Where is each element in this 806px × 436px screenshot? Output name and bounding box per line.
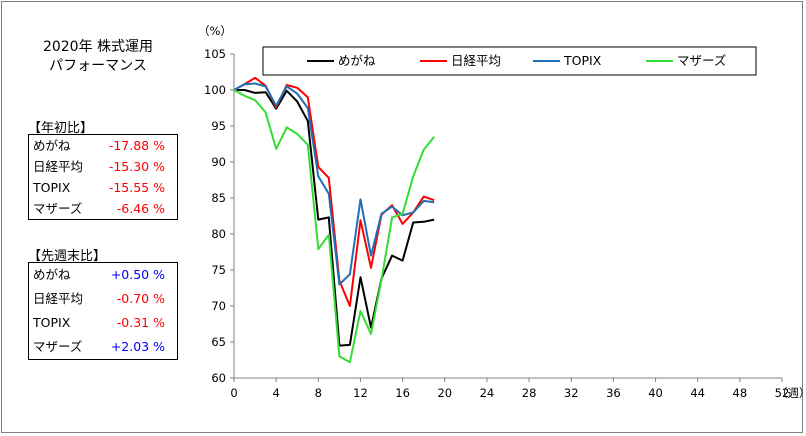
legend-label-2: TOPIX bbox=[563, 53, 602, 68]
series-line-0 bbox=[234, 89, 435, 347]
title-line-1: 2020年 株式運用 bbox=[42, 39, 154, 55]
y-tick-label: 70 bbox=[211, 299, 226, 313]
y-tick-label: 100 bbox=[204, 83, 226, 97]
x-tick-label: 20 bbox=[437, 386, 452, 400]
x-tick-label: 44 bbox=[690, 386, 705, 400]
ytd-row-mothers: マザーズ -6.46 % bbox=[29, 198, 177, 219]
ytd-name-megane: めがね bbox=[33, 138, 71, 153]
x-tick-label: 48 bbox=[733, 386, 748, 400]
y-tick-label: 65 bbox=[211, 335, 226, 349]
weekly-row-topix: TOPIX -0.31 % bbox=[29, 311, 177, 335]
weekly-value-megane: +0.50 % bbox=[110, 267, 165, 282]
y-tick-label: 105 bbox=[204, 47, 226, 61]
weekly-value-nikkei: -0.70 % bbox=[116, 291, 165, 306]
title-line-2: パフォーマンス bbox=[49, 58, 147, 74]
weekly-name-topix: TOPIX bbox=[33, 315, 71, 330]
weekly-row-megane: めがね +0.50 % bbox=[29, 263, 177, 287]
ytd-value-nikkei: -15.30 % bbox=[108, 159, 165, 174]
x-tick-label: 16 bbox=[395, 386, 410, 400]
ytd-table: めがね -17.88 % 日経平均 -15.30 % TOPIX -15.55 … bbox=[28, 134, 178, 220]
y-tick-label: 75 bbox=[211, 263, 226, 277]
legend-label-0: めがね bbox=[338, 53, 376, 68]
x-tick-label: 40 bbox=[648, 386, 663, 400]
x-tick-label: 8 bbox=[315, 386, 322, 400]
x-tick-label: 52 bbox=[775, 386, 790, 400]
x-tick-label: 0 bbox=[230, 386, 237, 400]
x-tick-label: 12 bbox=[353, 386, 368, 400]
ytd-label: 【年初比】 bbox=[28, 121, 94, 136]
weekly-name-mothers: マザーズ bbox=[33, 339, 83, 354]
ytd-row-megane: めがね -17.88 % bbox=[29, 135, 177, 156]
ytd-row-topix: TOPIX -15.55 % bbox=[29, 177, 177, 198]
series-line-3 bbox=[233, 89, 435, 364]
x-axis-label: （週） bbox=[776, 386, 806, 400]
weekly-row-nikkei: 日経平均 -0.70 % bbox=[29, 287, 177, 311]
weekly-value-mothers: +2.03 % bbox=[110, 339, 165, 354]
ytd-name-mothers: マザーズ bbox=[33, 201, 83, 216]
ytd-name-topix: TOPIX bbox=[33, 180, 71, 195]
y-axis-label: （%） bbox=[198, 24, 232, 38]
x-tick-label: 28 bbox=[522, 386, 537, 400]
weekly-name-megane: めがね bbox=[33, 267, 71, 282]
y-tick-label: 95 bbox=[211, 119, 226, 133]
legend-label-1: 日経平均 bbox=[451, 53, 501, 68]
y-tick-label: 85 bbox=[211, 191, 226, 205]
ytd-row-nikkei: 日経平均 -15.30 % bbox=[29, 156, 177, 177]
y-tick-label: 60 bbox=[211, 371, 226, 385]
legend-label-3: マザーズ bbox=[677, 53, 726, 68]
x-tick-label: 32 bbox=[564, 386, 579, 400]
legend-box bbox=[262, 46, 757, 76]
weekly-name-nikkei: 日経平均 bbox=[33, 291, 84, 306]
y-tick-label: 80 bbox=[211, 227, 226, 241]
weekly-row-mothers: マザーズ +2.03 % bbox=[29, 335, 177, 359]
ytd-value-megane: -17.88 % bbox=[108, 138, 165, 153]
weekly-table: めがね +0.50 % 日経平均 -0.70 % TOPIX -0.31 % マ… bbox=[28, 262, 178, 360]
ytd-value-topix: -15.55 % bbox=[108, 180, 165, 195]
y-tick-label: 90 bbox=[211, 155, 226, 169]
weekly-value-topix: -0.31 % bbox=[116, 315, 165, 330]
ytd-value-mothers: -6.46 % bbox=[116, 201, 165, 216]
x-tick-label: 36 bbox=[606, 386, 621, 400]
ytd-name-nikkei: 日経平均 bbox=[33, 159, 84, 174]
x-tick-label: 24 bbox=[480, 386, 495, 400]
x-tick-label: 4 bbox=[272, 386, 279, 400]
chart-title: 2020年 株式運用 パフォーマンス bbox=[24, 38, 172, 76]
weekly-label: 【先週末比】 bbox=[28, 249, 107, 264]
